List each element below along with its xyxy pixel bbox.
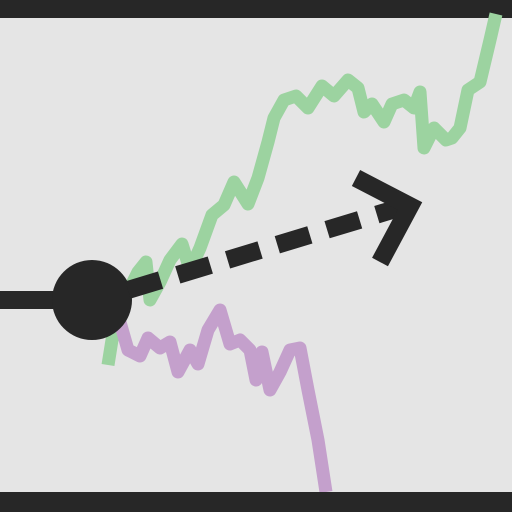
marker-dot xyxy=(52,260,132,340)
bottom-bar xyxy=(0,492,512,512)
dashed-arrow-shaft xyxy=(125,198,405,299)
green-line xyxy=(101,12,503,367)
purple-line xyxy=(113,303,333,493)
arrow-head xyxy=(351,170,423,267)
top-bar xyxy=(0,0,512,18)
